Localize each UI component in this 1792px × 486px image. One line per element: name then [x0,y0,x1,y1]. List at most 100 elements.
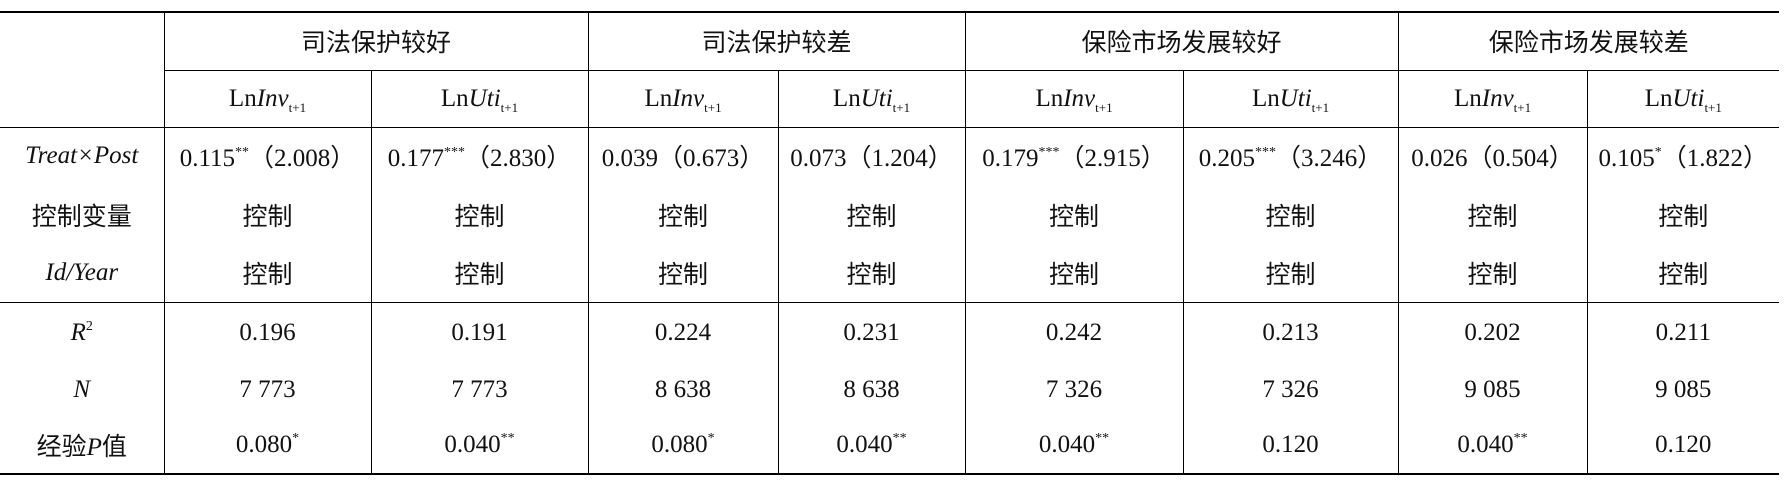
cell: 0.191 [370,302,589,363]
column-header: LnUtit+1 [370,70,589,128]
cell-value: 控制 [242,204,293,231]
cell-value: 0.039 [601,145,658,173]
cell: 0.213 [1182,302,1399,363]
cell: 0.231 [777,302,966,363]
cell-value: 7 326 [1262,376,1319,403]
cell-value: 0.115 [179,145,236,173]
cell-value: 0.080 [651,431,708,458]
cell: 控制 [777,245,966,303]
column-header: LnUtit+1 [1182,70,1399,128]
label-text: R [70,318,86,346]
cell-value: 0.191 [451,318,508,346]
row-label: N [0,363,164,417]
cell-value: 0.105 [1598,145,1655,173]
row-label: Id/Year [0,245,164,303]
t-statistic: （2.830） [465,145,572,173]
cell: 9 085 [1397,363,1588,417]
cell: 0.080* [163,417,371,474]
cell-value: 7 773 [451,376,508,403]
column-header: LnInvt+1 [587,70,779,128]
t-statistic: （0.504） [1467,145,1574,173]
label-text: 值 [101,434,127,461]
cell: 控制 [1586,245,1780,303]
column-subscript: t+1 [1095,99,1113,115]
row-label: R2 [0,302,164,363]
data-row: N 7 773 7 773 8 638 8 638 7 326 7 326 9 085 9 08… [0,363,1780,417]
cell: 0.115**（2.008） [163,127,371,185]
cell-value: 8 638 [654,376,712,403]
significance-stars: * [1654,145,1662,161]
column-prefix: Ln [1251,84,1280,112]
cell: 7 326 [964,363,1184,417]
significance-stars: ** [1095,431,1110,446]
cell-value: 9 085 [1655,376,1712,403]
column-subscript: t+1 [892,99,911,115]
t-statistic: （3.246） [1276,145,1383,173]
data-row: R2 0.196 0.191 0.224 0.231 0.242 0.213 0.202 0.2… [0,302,1780,363]
label-text: Treat×Post [25,142,139,170]
cell-value: 0.213 [1262,318,1319,346]
cell: 8 638 [777,363,966,417]
cell-value: 0.120 [1262,431,1319,458]
cell-value: 0.231 [843,318,900,346]
significance-stars: *** [444,145,465,161]
cell-value: 0.177 [387,145,444,173]
label-text: 控制变量 [31,204,132,231]
label-superscript: 2 [85,318,93,334]
cell-value: 0.040 [444,431,501,458]
column-prefix: Ln [228,84,257,112]
cell-value: 控制 [1467,262,1518,290]
column-subscript: t+1 [288,99,307,115]
cell-value: 0.242 [1045,318,1103,346]
cell-value: 控制 [454,204,505,231]
cell-value: 8 638 [843,376,900,403]
significance-stars: ** [235,145,250,161]
column-variable: Uti [860,84,893,112]
column-prefix: Ln [440,84,469,112]
cell-value: 0.120 [1655,431,1712,458]
cell: 8 638 [587,363,779,417]
significance-stars: *** [1038,145,1060,161]
cell: 7 326 [1182,363,1399,417]
cell: 控制 [1397,245,1588,303]
cell: 0.040** [1397,417,1588,474]
cell: 7 773 [370,363,589,417]
cell: 控制 [1397,185,1588,245]
cell-value: 控制 [242,262,293,290]
group-header: 司法保护较好 [163,12,589,71]
significance-stars: * [707,431,715,446]
column-subscript: t+1 [704,99,722,115]
cell-value: 控制 [846,204,897,231]
cell: 控制 [163,185,371,245]
column-header: LnUtit+1 [1586,70,1780,128]
group-header-row: 司法保护较好 司法保护较差 保险市场发展较好 保险市场发展较差 [0,12,1780,71]
data-row: Id/Year 控制 控制 控制 控制 控制 控制 控制 控制 [0,245,1780,303]
cell: 0.179***（2.915） [964,127,1184,185]
cell: 0.177***（2.830） [370,127,589,185]
column-header: LnInvt+1 [1397,70,1588,128]
t-statistic: （0.673） [658,145,765,173]
cell: 0.196 [163,302,371,363]
cell: 9 085 [1586,363,1780,417]
column-variable: Uti [468,84,501,112]
column-subscript: t+1 [500,99,519,115]
cell-value: 控制 [1265,262,1316,290]
column-variable: Inv [256,84,289,112]
cell-value: 控制 [1049,204,1100,231]
cell: 0.080* [587,417,779,474]
cell-value: 控制 [1265,204,1316,231]
cell: 0.026（0.504） [1397,127,1588,185]
cell-value: 控制 [454,262,505,290]
cell: 0.205***（3.246） [1182,127,1399,185]
column-subscript: t+1 [1311,99,1330,115]
t-statistic: （2.008） [249,145,356,173]
significance-stars: ** [500,431,515,446]
column-prefix: Ln [1644,84,1673,112]
cell: 0.039（0.673） [587,127,779,185]
cell-value: 0.196 [239,318,296,346]
cell: 控制 [1586,185,1780,245]
group-header: 保险市场发展较好 [964,12,1399,71]
cell: 控制 [777,185,966,245]
column-variable: Uti [1279,84,1312,112]
cell: 控制 [1182,185,1399,245]
